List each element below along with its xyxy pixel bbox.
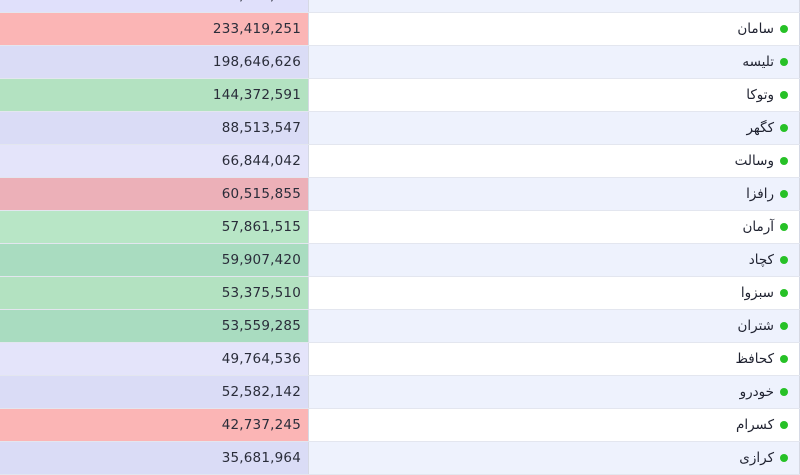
status-dot-icon — [780, 256, 788, 264]
row-name-cell: آرمان — [309, 211, 800, 243]
row-name[interactable]: کسرام — [735, 417, 774, 433]
table-row[interactable]: 53,375,510 سبزوا — [0, 277, 800, 310]
status-dot-icon — [780, 58, 788, 66]
row-name-cell: کگهر — [309, 112, 800, 144]
row-value: 233,419,251 — [0, 13, 309, 45]
status-dot-icon — [780, 355, 788, 363]
row-name-cell: رافزا — [309, 178, 800, 210]
row-name-cell: وتوکا — [309, 79, 800, 111]
row-name-cell: سامان — [309, 13, 800, 45]
table-row[interactable]: 66,844,042 وسالت — [0, 145, 800, 178]
table-row[interactable]: 249,440,410 — [0, 0, 800, 13]
row-value: 59,907,420 — [0, 244, 309, 276]
row-name-cell: کچاد — [309, 244, 800, 276]
table-row[interactable]: 198,646,626 تلیسه — [0, 46, 800, 79]
row-value: 57,861,515 — [0, 211, 309, 243]
row-name[interactable]: سامان — [737, 21, 774, 37]
status-dot-icon — [780, 421, 788, 429]
status-dot-icon — [780, 157, 788, 165]
row-value: 60,515,855 — [0, 178, 309, 210]
status-dot-icon — [780, 25, 788, 33]
row-value: 88,513,547 — [0, 112, 309, 144]
status-dot-icon — [780, 322, 788, 330]
table-row[interactable]: 52,582,142 خودرو — [0, 376, 800, 409]
table-row[interactable]: 59,907,420 کچاد — [0, 244, 800, 277]
row-name[interactable]: کرازی — [739, 450, 774, 466]
row-value: 52,582,142 — [0, 376, 309, 408]
status-dot-icon — [780, 223, 788, 231]
table-row[interactable]: 233,419,251 سامان — [0, 13, 800, 46]
row-name-cell — [309, 0, 800, 12]
table-row[interactable]: 49,764,536 کحافظ — [0, 343, 800, 376]
row-name[interactable]: کگهر — [746, 120, 774, 136]
row-name[interactable]: کچاد — [748, 252, 774, 268]
row-value: 35,681,964 — [0, 442, 309, 474]
table-row[interactable]: 60,515,855 رافزا — [0, 178, 800, 211]
row-name[interactable]: رافزا — [746, 186, 774, 202]
row-name-cell: کحافظ — [309, 343, 800, 375]
table-row[interactable]: 57,861,515 آرمان — [0, 211, 800, 244]
row-name-cell: تلیسه — [309, 46, 800, 78]
row-name-cell: شتران — [309, 310, 800, 342]
row-value: 53,559,285 — [0, 310, 309, 342]
table-row[interactable]: 144,372,591 وتوکا — [0, 79, 800, 112]
row-value: 144,372,591 — [0, 79, 309, 111]
row-name[interactable]: وتوکا — [746, 87, 774, 103]
row-name[interactable]: کحافظ — [735, 351, 774, 367]
row-value: 53,375,510 — [0, 277, 309, 309]
table-row[interactable]: 88,513,547 کگهر — [0, 112, 800, 145]
row-value: 249,440,410 — [0, 0, 309, 12]
row-value: 66,844,042 — [0, 145, 309, 177]
row-name-cell: کسرام — [309, 409, 800, 441]
row-value: 49,764,536 — [0, 343, 309, 375]
row-name[interactable]: شتران — [737, 318, 775, 334]
table-row[interactable]: 53,559,285 شتران — [0, 310, 800, 343]
table-row[interactable]: 35,681,964 کرازی — [0, 442, 800, 475]
row-name[interactable]: خودرو — [739, 384, 774, 400]
row-name-cell: وسالت — [309, 145, 800, 177]
table-row[interactable]: 42,737,245 کسرام — [0, 409, 800, 442]
row-name-cell: خودرو — [309, 376, 800, 408]
status-dot-icon — [780, 388, 788, 396]
row-name-cell: سبزوا — [309, 277, 800, 309]
row-value: 42,737,245 — [0, 409, 309, 441]
row-name[interactable]: تلیسه — [742, 54, 774, 70]
row-name[interactable]: سبزوا — [740, 285, 774, 301]
status-dot-icon — [780, 190, 788, 198]
status-dot-icon — [780, 289, 788, 297]
row-value: 198,646,626 — [0, 46, 309, 78]
status-dot-icon — [780, 454, 788, 462]
status-dot-icon — [780, 91, 788, 99]
row-name[interactable]: آرمان — [742, 219, 774, 235]
status-dot-icon — [780, 124, 788, 132]
row-name[interactable]: وسالت — [734, 153, 774, 169]
row-name-cell: کرازی — [309, 442, 800, 474]
